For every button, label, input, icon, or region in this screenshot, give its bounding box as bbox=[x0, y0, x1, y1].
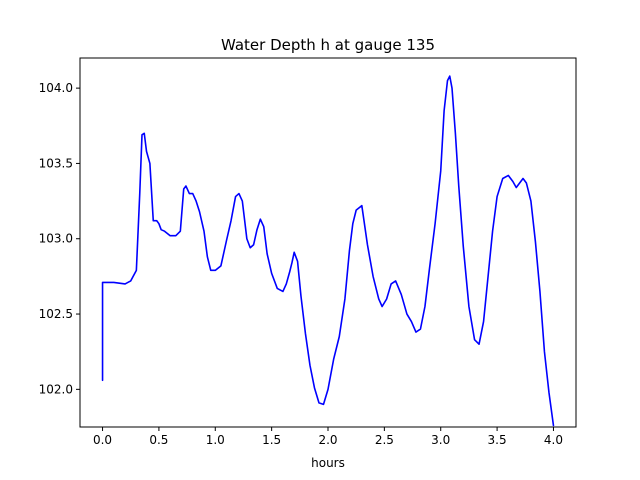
chart-title: Water Depth h at gauge 135 bbox=[221, 36, 435, 54]
x-tick-label: 2.5 bbox=[375, 433, 394, 447]
plot-area bbox=[101, 75, 555, 427]
axes: 0.0 0.5 1.0 1.5 2.0 2.5 3.0 3.5 4.0 102.0 102.5 103… bbox=[39, 81, 563, 447]
x-tick-label: 3.5 bbox=[488, 433, 507, 447]
x-tick-label: 0.0 bbox=[93, 433, 112, 447]
x-axis-label: hours bbox=[311, 456, 345, 470]
x-tick-label: 2.0 bbox=[318, 433, 337, 447]
y-tick-label: 104.0 bbox=[39, 81, 73, 95]
x-tick-label: 1.5 bbox=[262, 433, 281, 447]
plot-frame bbox=[79, 57, 577, 428]
y-tick-label: 102.5 bbox=[39, 307, 73, 321]
x-tick-label: 4.0 bbox=[544, 433, 563, 447]
series-line-0 bbox=[101, 75, 555, 427]
y-tick-label: 103.5 bbox=[39, 156, 73, 170]
x-tick-label: 1.0 bbox=[206, 433, 225, 447]
x-tick-label: 3.0 bbox=[431, 433, 450, 447]
y-tick-label: 103.0 bbox=[39, 232, 73, 246]
y-tick-label: 102.0 bbox=[39, 382, 73, 396]
x-tick-label: 0.5 bbox=[149, 433, 168, 447]
